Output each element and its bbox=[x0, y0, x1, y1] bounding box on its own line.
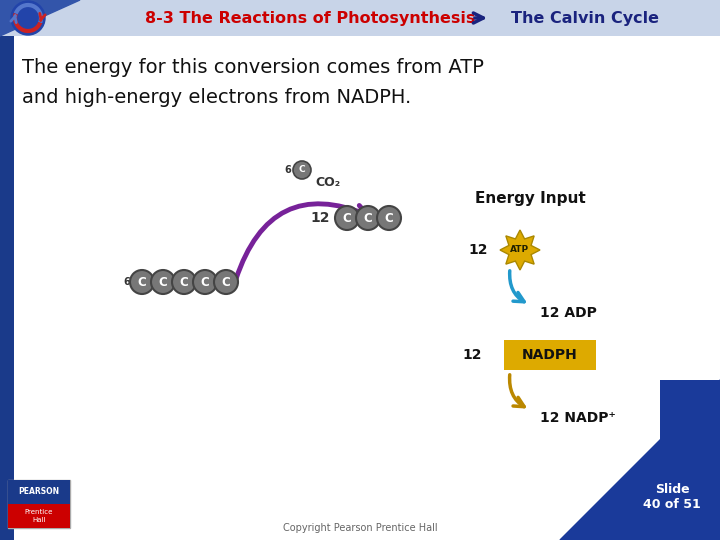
Text: C: C bbox=[222, 275, 230, 288]
Text: C: C bbox=[364, 212, 372, 225]
Bar bbox=[0, 0, 720, 36]
Text: C: C bbox=[299, 165, 305, 174]
Text: C: C bbox=[384, 212, 393, 225]
Text: 6: 6 bbox=[123, 277, 130, 287]
Text: PEARSON: PEARSON bbox=[19, 488, 60, 496]
Polygon shape bbox=[0, 0, 80, 36]
FancyBboxPatch shape bbox=[8, 480, 70, 528]
FancyBboxPatch shape bbox=[504, 340, 596, 370]
Circle shape bbox=[214, 270, 238, 294]
Text: C: C bbox=[179, 275, 189, 288]
Text: Slide
40 of 51: Slide 40 of 51 bbox=[643, 483, 701, 511]
Text: The energy for this conversion comes from ATP: The energy for this conversion comes fro… bbox=[22, 58, 484, 77]
Text: 12 NADP⁺: 12 NADP⁺ bbox=[540, 411, 616, 425]
Bar bbox=[0, 36, 14, 540]
Bar bbox=[660, 380, 720, 540]
Text: NADPH: NADPH bbox=[522, 348, 578, 362]
Circle shape bbox=[356, 206, 380, 230]
Circle shape bbox=[377, 206, 401, 230]
Polygon shape bbox=[560, 380, 720, 540]
Text: C: C bbox=[201, 275, 210, 288]
Text: 6: 6 bbox=[284, 165, 291, 175]
Text: Prentice
Hall: Prentice Hall bbox=[24, 510, 53, 523]
Text: CO₂: CO₂ bbox=[315, 176, 340, 188]
Text: and high-energy electrons from NADPH.: and high-energy electrons from NADPH. bbox=[22, 88, 411, 107]
Text: Energy Input: Energy Input bbox=[474, 191, 585, 206]
Polygon shape bbox=[500, 230, 540, 270]
Circle shape bbox=[11, 1, 45, 35]
FancyBboxPatch shape bbox=[8, 480, 70, 504]
Circle shape bbox=[151, 270, 175, 294]
FancyBboxPatch shape bbox=[8, 504, 70, 528]
Text: 12: 12 bbox=[462, 348, 482, 362]
Text: C: C bbox=[138, 275, 146, 288]
Circle shape bbox=[172, 270, 196, 294]
Circle shape bbox=[130, 270, 154, 294]
Text: 12 ADP: 12 ADP bbox=[540, 306, 597, 320]
Text: 8-3 The Reactions of Photosynthesis: 8-3 The Reactions of Photosynthesis bbox=[145, 10, 475, 25]
Text: Copyright Pearson Prentice Hall: Copyright Pearson Prentice Hall bbox=[283, 523, 437, 533]
Text: 12: 12 bbox=[310, 211, 330, 225]
Circle shape bbox=[193, 270, 217, 294]
Circle shape bbox=[293, 161, 311, 179]
Text: C: C bbox=[343, 212, 351, 225]
Circle shape bbox=[335, 206, 359, 230]
Text: 12: 12 bbox=[469, 243, 488, 257]
Text: ATP: ATP bbox=[510, 246, 530, 254]
Text: C: C bbox=[158, 275, 167, 288]
Text: The Calvin Cycle: The Calvin Cycle bbox=[511, 10, 659, 25]
